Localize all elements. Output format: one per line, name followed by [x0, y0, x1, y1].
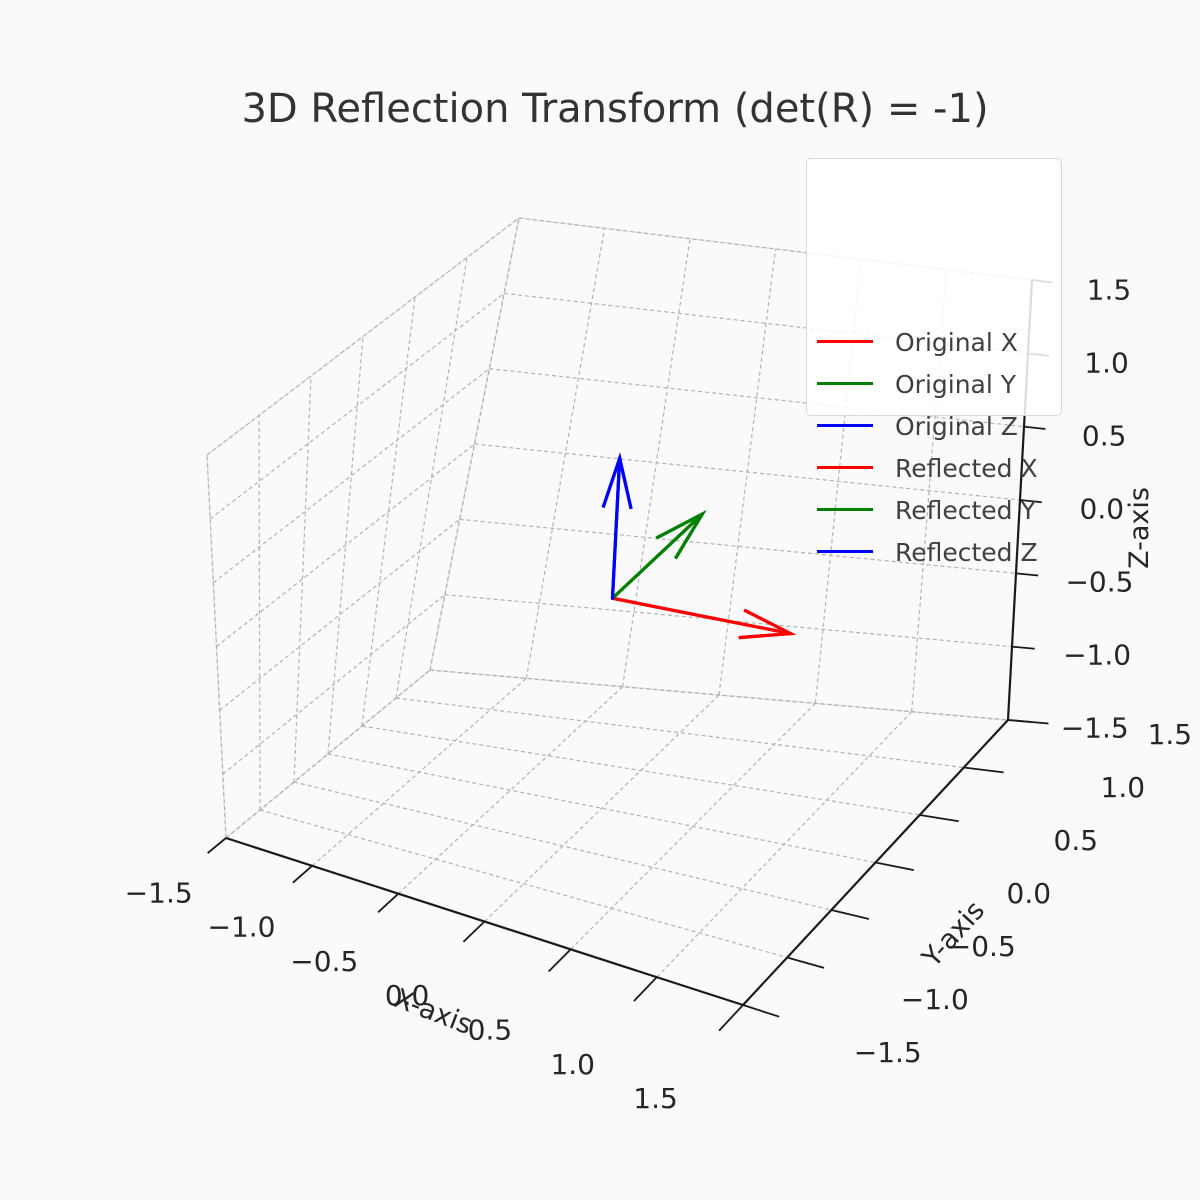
x-tick-label: −1.5	[125, 876, 193, 909]
z-tick-label: 0.0	[1080, 492, 1125, 525]
y-tick	[742, 1004, 780, 1018]
legend-item-reflected-z: Reflected Z	[807, 536, 1063, 567]
z-tick-label: −0.5	[1065, 565, 1133, 598]
grid-line	[222, 594, 446, 775]
grid-line	[911, 269, 948, 712]
vector-series	[601, 452, 797, 640]
y-tick-label: 0.5	[1054, 824, 1099, 857]
chart-title: 3D Reflection Transform (det(R) = -1)	[241, 86, 989, 132]
legend-swatch	[817, 424, 873, 427]
x-axis-label: X-axis	[390, 983, 477, 1041]
grid-line	[474, 443, 1021, 501]
vector-shaft	[610, 512, 704, 600]
z-tick-label: 1.5	[1087, 273, 1132, 306]
tick-labels: −1.5−1.5−1.5−1.0−1.0−1.0−0.5 −0.5−0.50.00…	[125, 273, 1192, 1115]
z-tick-label: −1.0	[1063, 638, 1131, 671]
grid-line	[444, 594, 1013, 648]
vector-shaft	[610, 456, 622, 600]
vector-reflected-z	[601, 452, 633, 600]
grid-line	[395, 697, 964, 769]
x-tick-label: 1.5	[633, 1082, 678, 1115]
grid-line	[216, 443, 475, 647]
grid-line	[484, 694, 720, 922]
legend-swatch	[817, 508, 873, 511]
legend-swatch	[817, 550, 873, 553]
y-tick	[919, 814, 959, 823]
legend-label: Original Z	[895, 412, 1018, 441]
legend-label: Original Y	[895, 370, 1017, 399]
legend-label: Reflected X	[895, 454, 1038, 483]
vector-head	[738, 608, 797, 640]
grid-line	[429, 669, 1009, 721]
z-tick	[1023, 425, 1046, 430]
x-tick-label: 0.5	[468, 1014, 513, 1047]
legend: Original X Original Y Original Z Reflect…	[806, 158, 1063, 567]
x-tick	[292, 865, 313, 884]
y-tick-label: −0.5	[948, 930, 1016, 963]
y-tick	[963, 766, 1004, 774]
y-tick-label: −1.5	[854, 1036, 922, 1069]
grid-line	[259, 809, 788, 959]
legend-swatch	[817, 466, 873, 469]
legend-item-original-z: Original Z	[807, 410, 1063, 441]
grid-line	[293, 375, 312, 783]
grid-line	[212, 368, 490, 584]
legend-swatch	[817, 382, 873, 385]
legend-label: Original X	[895, 328, 1018, 357]
y-tick-label: −1.0	[901, 983, 969, 1016]
z-axis-label: Z-axis	[1124, 487, 1155, 569]
legend-item-reflected-x: Reflected X	[807, 452, 1063, 483]
legend-label: Reflected Y	[895, 496, 1036, 525]
vector-shaft	[610, 596, 793, 636]
vector-reflected-x	[610, 596, 797, 640]
legend-item-original-x: Original X	[807, 326, 1063, 357]
x-tick-label: 1.0	[550, 1048, 595, 1081]
vector-head	[655, 510, 707, 560]
legend-swatch	[817, 340, 873, 343]
grid-line	[206, 217, 520, 456]
x-tick	[377, 893, 399, 913]
grid-line	[504, 292, 1029, 354]
grid-line	[258, 415, 261, 811]
z-tick-label: −1.5	[1061, 712, 1129, 745]
x-tick	[548, 948, 572, 973]
vector-head	[601, 452, 633, 510]
y-tick-label: 1.0	[1101, 771, 1146, 804]
y-tick	[786, 956, 825, 969]
x-tick	[462, 920, 486, 943]
y-tick	[1007, 719, 1049, 725]
x-tick-label: −1.0	[207, 911, 275, 944]
z-tick-label: 0.5	[1082, 419, 1127, 452]
x-tick-label: 0.0	[385, 979, 430, 1012]
grid-line	[656, 711, 913, 978]
y-tick-label: 1.5	[1148, 718, 1193, 751]
z-tick-label: 1.0	[1084, 346, 1129, 379]
tick-marks	[207, 279, 1053, 1032]
legend-item-reflected-y: Reflected Y	[807, 494, 1063, 525]
x-tick	[207, 837, 227, 854]
y-tick-label: 0.0	[1007, 877, 1052, 910]
x-tick	[633, 976, 658, 1002]
x-tick-label: −0.5	[290, 945, 358, 978]
vector-reflected-y	[610, 510, 707, 600]
z-tick	[1011, 645, 1035, 650]
y-tick	[875, 861, 914, 871]
legend-label: Reflected Z	[895, 538, 1038, 567]
z-tick	[1019, 499, 1042, 504]
grid-line	[209, 292, 505, 520]
z-tick	[1015, 572, 1039, 577]
legend-item-original-y: Original Y	[807, 368, 1063, 399]
grid-lines	[206, 217, 1033, 1006]
x-tick	[718, 1004, 744, 1032]
y-tick	[831, 909, 870, 920]
